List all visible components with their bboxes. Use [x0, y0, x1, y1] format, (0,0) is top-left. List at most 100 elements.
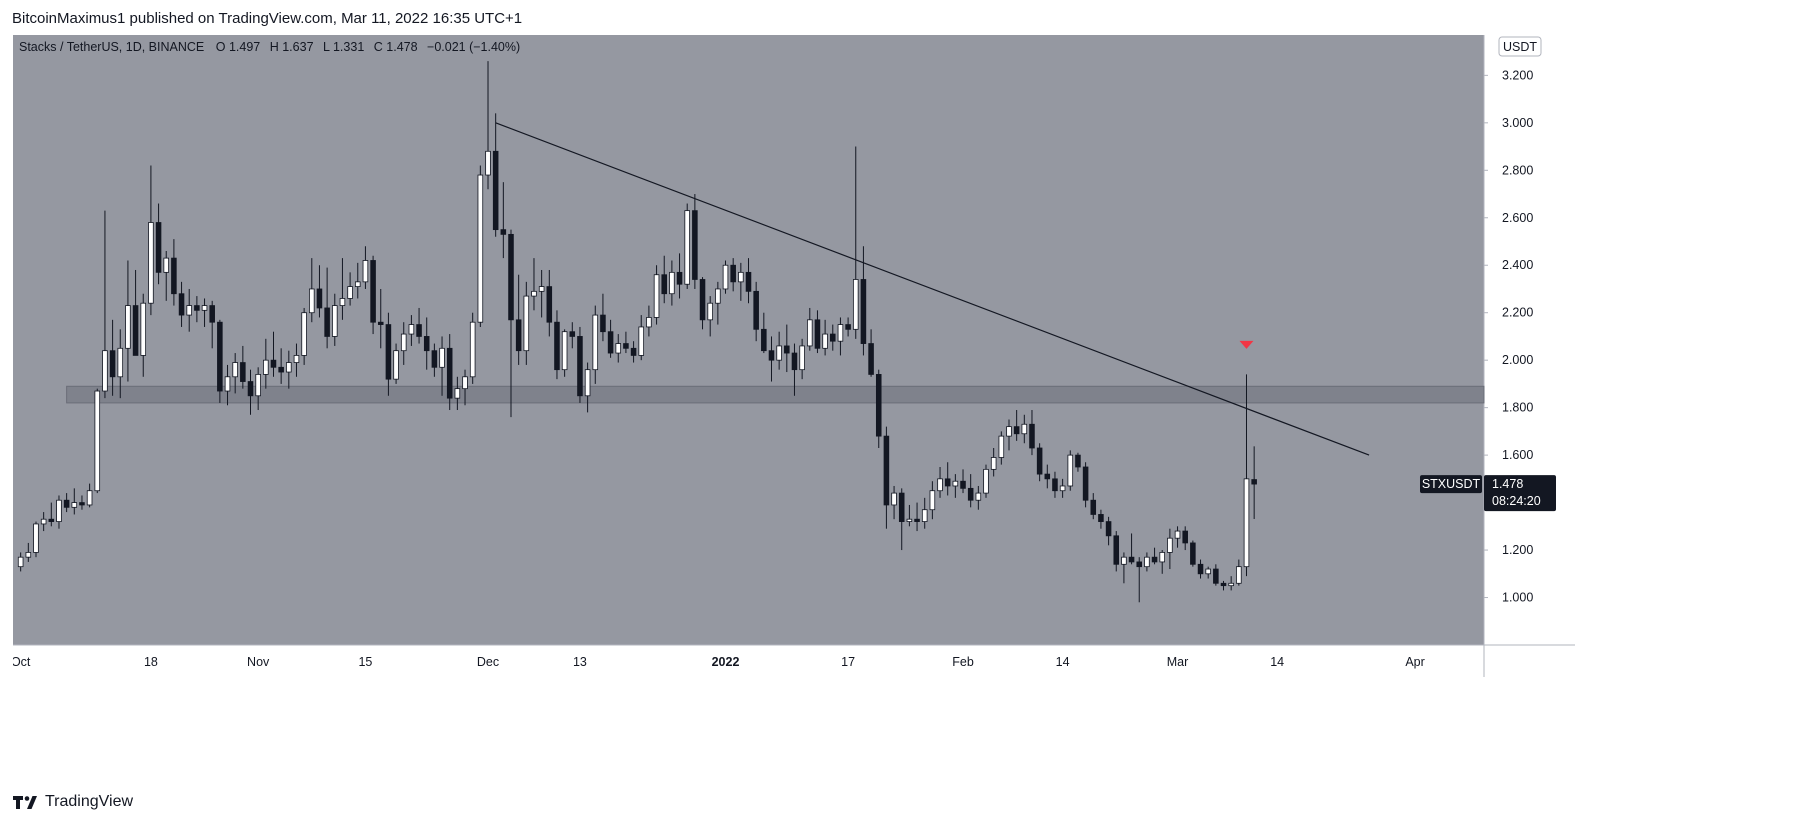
candle-down[interactable]: [784, 345, 790, 354]
candle-down[interactable]: [270, 359, 277, 368]
candle-up[interactable]: [86, 490, 93, 506]
currency-badge[interactable]: USDT: [1498, 36, 1542, 57]
candle-up[interactable]: [776, 345, 782, 361]
candle-down[interactable]: [1190, 542, 1196, 565]
candle-down[interactable]: [569, 331, 576, 337]
candle-down[interactable]: [768, 350, 775, 361]
candle-up[interactable]: [523, 295, 530, 352]
candle-up[interactable]: [1121, 556, 1127, 565]
candle-up[interactable]: [117, 347, 124, 378]
candle-down[interactable]: [661, 274, 667, 295]
candle-up[interactable]: [653, 274, 660, 318]
candle-down[interactable]: [630, 347, 637, 356]
candle-down[interactable]: [1036, 447, 1043, 475]
candle-down[interactable]: [607, 331, 614, 354]
candle-down[interactable]: [48, 518, 55, 522]
candle-down[interactable]: [875, 374, 882, 437]
candle-up[interactable]: [1167, 537, 1173, 553]
candle-down[interactable]: [546, 286, 553, 323]
candle-down[interactable]: [845, 324, 851, 330]
candle-down[interactable]: [1251, 479, 1257, 485]
candle-up[interactable]: [393, 350, 399, 380]
candle-up[interactable]: [224, 376, 231, 392]
candle-up[interactable]: [906, 518, 913, 522]
candle-up[interactable]: [485, 150, 491, 176]
candle-up[interactable]: [952, 480, 959, 487]
candle-up[interactable]: [561, 331, 568, 371]
candle-up[interactable]: [1059, 485, 1066, 492]
candle-up[interactable]: [33, 523, 39, 553]
candle-down[interactable]: [944, 478, 951, 487]
candle-down[interactable]: [1113, 535, 1120, 565]
candle-down[interactable]: [761, 328, 767, 352]
candle-down[interactable]: [194, 305, 200, 311]
candle-up[interactable]: [263, 359, 269, 375]
candle-up[interactable]: [1243, 478, 1250, 568]
candle-up[interactable]: [40, 518, 47, 525]
descending-trendline[interactable]: [495, 122, 1370, 456]
candle-down[interactable]: [431, 350, 438, 368]
candle-down[interactable]: [278, 366, 284, 373]
candle-up[interactable]: [255, 374, 261, 397]
candle-down[interactable]: [79, 502, 85, 506]
candle-down[interactable]: [423, 336, 430, 352]
candle-down[interactable]: [508, 233, 514, 321]
candle-down[interactable]: [699, 279, 706, 321]
candle-down[interactable]: [240, 362, 246, 382]
candle-up[interactable]: [646, 317, 652, 328]
candle-down[interactable]: [377, 321, 384, 325]
candle-up[interactable]: [1228, 582, 1234, 587]
candle-up[interactable]: [293, 355, 300, 363]
candle-up[interactable]: [286, 362, 292, 373]
candle-up[interactable]: [592, 314, 599, 371]
candle-down[interactable]: [217, 321, 223, 392]
candle-up[interactable]: [738, 271, 744, 283]
candle-down[interactable]: [577, 336, 583, 397]
candle-up[interactable]: [707, 302, 713, 321]
price-axis-panel[interactable]: [1484, 35, 1575, 645]
candle-down[interactable]: [492, 150, 499, 231]
candle-up[interactable]: [125, 305, 131, 349]
candle-up[interactable]: [538, 286, 545, 292]
candle-down[interactable]: [1052, 478, 1058, 492]
candle-up[interactable]: [469, 321, 476, 378]
candle-down[interactable]: [1136, 561, 1143, 568]
candle-down[interactable]: [109, 350, 116, 378]
candle-down[interactable]: [1213, 568, 1219, 584]
candlestick-chart[interactable]: 3.200 3.000 2.800 2.600 2.400 2.200 2.000 1.800…: [11, 34, 1576, 678]
candle-up[interactable]: [439, 347, 445, 368]
candle-down[interactable]: [730, 264, 736, 283]
candle-down[interactable]: [1082, 466, 1089, 501]
candle-down[interactable]: [132, 305, 139, 356]
candle-down[interactable]: [155, 222, 162, 273]
candle-up[interactable]: [309, 288, 315, 314]
candle-down[interactable]: [860, 279, 867, 344]
candle-up[interactable]: [615, 343, 622, 354]
candle-down[interactable]: [515, 319, 522, 352]
candle-down[interactable]: [1197, 563, 1204, 575]
candle-up[interactable]: [56, 499, 62, 522]
candle-down[interactable]: [960, 480, 966, 489]
candle-down[interactable]: [967, 487, 974, 501]
candle-up[interactable]: [462, 376, 468, 390]
candle-down[interactable]: [63, 499, 70, 508]
candle-down[interactable]: [416, 324, 422, 337]
candle-up[interactable]: [186, 305, 192, 316]
candle-down[interactable]: [623, 343, 629, 349]
candle-up[interactable]: [362, 260, 369, 283]
candle-up[interactable]: [1205, 568, 1211, 575]
candle-down[interactable]: [1151, 556, 1158, 563]
candle-up[interactable]: [17, 556, 24, 568]
candle-down[interactable]: [1013, 426, 1020, 435]
candle-up[interactable]: [71, 502, 78, 508]
candle-up[interactable]: [102, 350, 108, 392]
candle-down[interactable]: [692, 210, 698, 280]
candle-up[interactable]: [638, 326, 645, 356]
candle-down[interactable]: [898, 492, 905, 522]
candle-down[interactable]: [914, 518, 920, 522]
candle-up[interactable]: [148, 222, 154, 304]
candle-down[interactable]: [1029, 423, 1035, 449]
candle-up[interactable]: [232, 362, 238, 378]
candle-up[interactable]: [347, 286, 353, 299]
candle-up[interactable]: [929, 490, 936, 511]
